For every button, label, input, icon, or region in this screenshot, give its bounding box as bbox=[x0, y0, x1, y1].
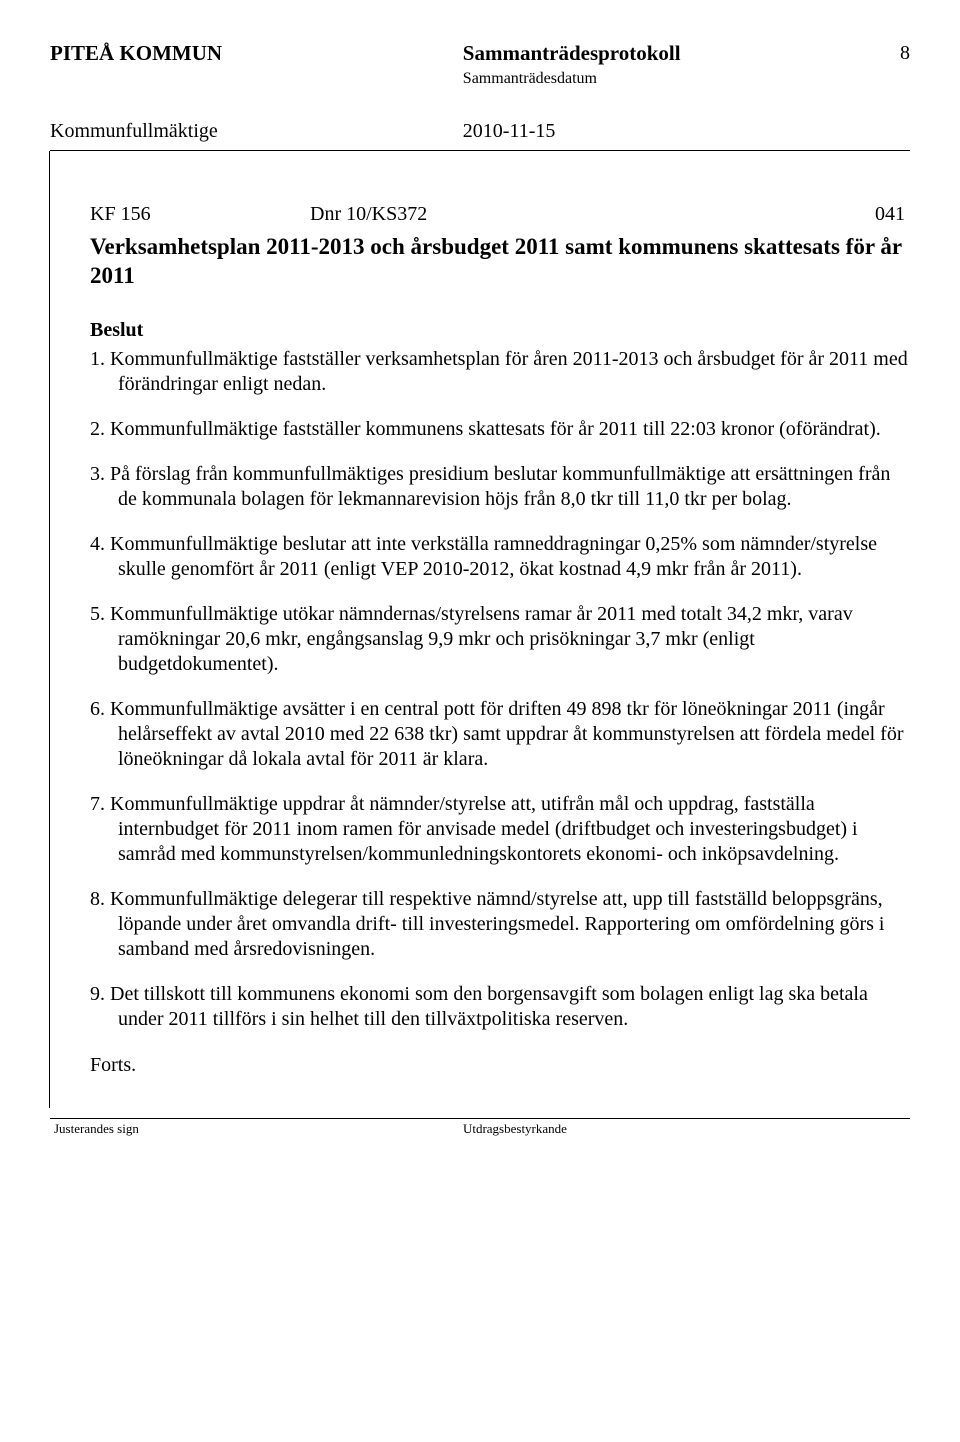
decision-item: 7. Kommunfullmäktige uppdrar åt nämnder/… bbox=[90, 792, 910, 867]
decision-item: 3. På förslag från kommunfullmäktiges pr… bbox=[90, 462, 910, 512]
decision-item: 9. Det tillskott till kommunens ekonomi … bbox=[90, 982, 910, 1032]
header-body-row: Kommunfullmäktige 2010-11-15 bbox=[50, 118, 910, 144]
date-label: Sammanträdesdatum bbox=[463, 69, 910, 90]
meeting-date: 2010-11-15 bbox=[463, 118, 556, 144]
page: PITEÅ KOMMUN Sammanträdesprotokoll 8 Sam… bbox=[0, 0, 960, 1442]
decision-heading: Beslut bbox=[90, 317, 910, 343]
decision-item: 8. Kommunfullmäktige delegerar till resp… bbox=[90, 887, 910, 962]
decision-item: 1. Kommunfullmäktige fastställer verksam… bbox=[90, 347, 910, 397]
page-number: 8 bbox=[880, 40, 910, 67]
meta-code: 041 bbox=[875, 201, 910, 227]
footer-cert-label: Utdragsbestyrkande bbox=[463, 1121, 906, 1138]
body-name: Kommunfullmäktige bbox=[50, 118, 463, 144]
decision-item: 6. Kommunfullmäktige avsätter i en centr… bbox=[90, 697, 910, 772]
org-name: PITEÅ KOMMUN bbox=[50, 40, 463, 67]
decision-item: 2. Kommunfullmäktige fastställer kommune… bbox=[90, 417, 910, 442]
meta-line: KF 156 Dnr 10/KS372 041 bbox=[90, 201, 910, 227]
doc-title: Sammanträdesprotokoll bbox=[463, 40, 880, 67]
kf-number: KF 156 bbox=[90, 201, 310, 227]
footer-sign-label: Justerandes sign bbox=[54, 1121, 463, 1138]
footer: Justerandes sign Utdragsbestyrkande bbox=[50, 1121, 910, 1138]
decision-item: 5. Kommunfullmäktige utökar nämndernas/s… bbox=[90, 602, 910, 677]
continuation: Forts. bbox=[90, 1052, 910, 1078]
footer-rule bbox=[50, 1118, 910, 1119]
item-title: Verksamhetsplan 2011-2013 och årsbudget … bbox=[90, 233, 910, 291]
content-area: KF 156 Dnr 10/KS372 041 Verksamhetsplan … bbox=[49, 151, 910, 1108]
decision-item: 4. Kommunfullmäktige beslutar att inte v… bbox=[90, 532, 910, 582]
dnr-number: Dnr 10/KS372 bbox=[310, 201, 875, 227]
header-top-row: PITEÅ KOMMUN Sammanträdesprotokoll 8 bbox=[50, 40, 910, 67]
